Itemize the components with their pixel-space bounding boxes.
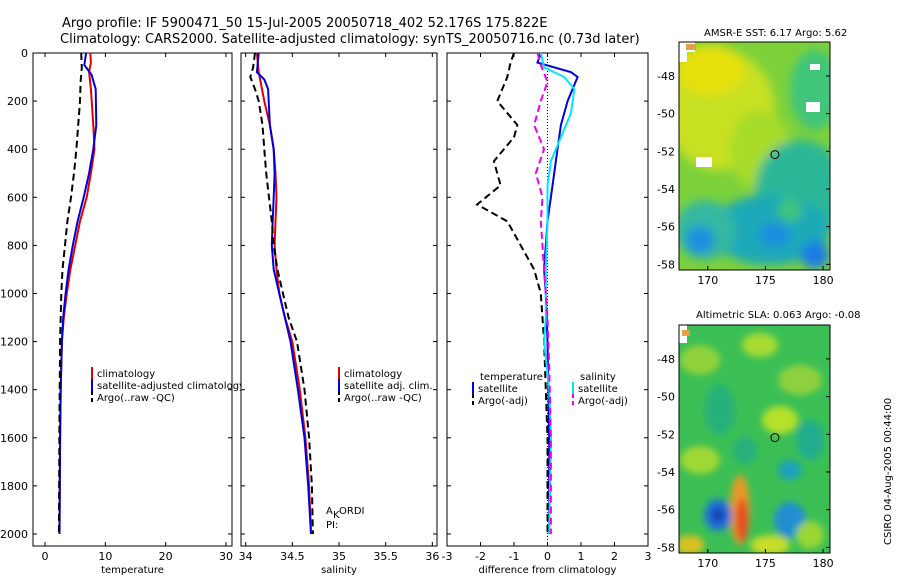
sst-xtick-label: 175 xyxy=(755,274,776,287)
sla-frame xyxy=(678,324,831,554)
legend-temp-satellite-label: satellite xyxy=(478,384,518,395)
difference-series-salinity-satellite xyxy=(539,52,576,535)
salinity-series-argo-raw-qc- xyxy=(249,52,314,535)
temperature-xtick-label: 30 xyxy=(219,550,233,563)
temperature-xtick-label: 0 xyxy=(42,550,49,563)
depth-tick-label: 600 xyxy=(7,191,28,204)
legend-sal-argo-label: Argo(-adj) xyxy=(578,396,628,407)
temperature-legend-1-label: satellite-adjusted climatology xyxy=(97,381,245,392)
sla-argo-marker xyxy=(770,433,780,443)
depth-tick-label: 2000 xyxy=(0,528,28,541)
sla-field xyxy=(679,325,830,553)
salinity-xtick-label: 35.5 xyxy=(373,550,398,563)
sst-frame xyxy=(678,41,831,271)
temperature-xtick-label: 20 xyxy=(159,550,173,563)
depth-tick-label: 400 xyxy=(7,143,28,156)
sst-map: AMSR-E SST: 6.17 Argo: 5.62 xyxy=(657,28,847,287)
sla-xtick-label: 180 xyxy=(813,557,834,570)
legend-temperature-title: temperature xyxy=(480,372,543,383)
sst-xtick-label: 180 xyxy=(813,274,834,287)
difference-xtick-label: 3 xyxy=(645,550,652,563)
sla-ytick-label: -54 xyxy=(657,466,675,479)
header-line2: Climatology: CARS2000. Satellite-adjuste… xyxy=(60,32,640,47)
sst-ytick-label: -58 xyxy=(657,258,675,271)
difference-xtick-label: -3 xyxy=(442,550,453,563)
sla-title: Altimetric SLA: 0.063 Argo: -0.08 xyxy=(696,310,861,321)
sst-title: AMSR-E SST: 6.17 Argo: 5.62 xyxy=(704,28,847,39)
difference-xtick-label: 2 xyxy=(611,550,618,563)
temperature-legend-0-label: climatology xyxy=(97,369,155,380)
footer-stamp: CSIRO 04-Aug-2005 00:44:00 xyxy=(883,398,894,545)
sst-xtick-label: 170 xyxy=(697,274,718,287)
salinity-legend-2-label: Argo(..raw -QC) xyxy=(344,393,422,404)
difference-series-salinity-argo-adj- xyxy=(533,52,552,534)
annotation-ordi: ORDI xyxy=(339,506,364,517)
depth-tick-label: 800 xyxy=(7,239,28,252)
difference-xtick-label: -1 xyxy=(509,550,520,563)
sla-map: Altimetric SLA: 0.063 Argo: -0.08 xyxy=(657,310,861,570)
salinity-xtick-label: 36 xyxy=(425,550,439,563)
temperature-legend-2-label: Argo(..raw -QC) xyxy=(97,393,175,404)
annotation-k: K xyxy=(333,510,340,521)
annotation-pi: PI: xyxy=(326,520,338,531)
sst-field xyxy=(679,42,830,270)
sla-xtick-label: 175 xyxy=(755,557,776,570)
sla-ytick-label: -52 xyxy=(657,428,675,441)
depth-tick-label: 0 xyxy=(21,47,28,60)
salinity-xlabel: salinity xyxy=(321,565,357,576)
sla-xtick-label: 170 xyxy=(697,557,718,570)
salinity-frame xyxy=(240,52,438,547)
salinity-series-satellite-adj-clim- xyxy=(255,52,312,535)
depth-tick-label: 1000 xyxy=(0,287,28,300)
legend-temp-argo-label: Argo(-adj) xyxy=(478,396,528,407)
sst-ytick-label: -54 xyxy=(657,183,675,196)
legend-sal-satellite-label: satellite xyxy=(578,384,618,395)
salinity-legend-1-label: satellite adj. clim. xyxy=(344,381,433,392)
difference-xtick-label: 0 xyxy=(544,550,551,563)
annotation-a: A xyxy=(326,506,333,517)
temperature-xlabel: temperature xyxy=(101,565,164,576)
depth-tick-label: 200 xyxy=(7,95,28,108)
depth-tick-label: 1600 xyxy=(0,432,28,445)
header-line1: Argo profile: IF 5900471_50 15-Jul-2005 … xyxy=(62,16,547,31)
temperature-xtick-label: 10 xyxy=(98,550,112,563)
temperature-frame xyxy=(32,52,233,547)
difference-xlabel: difference from climatology xyxy=(479,565,617,576)
depth-tick-label: 1200 xyxy=(0,336,28,349)
difference-series-temperature-argo-adj- xyxy=(475,52,549,534)
salinity-xtick-label: 35 xyxy=(332,550,346,563)
temperature-series-argo-raw-qc- xyxy=(57,52,83,535)
sst-ytick-label: -56 xyxy=(657,221,675,234)
depth-tick-label: 1800 xyxy=(0,480,28,493)
salinity-xtick-label: 34.5 xyxy=(280,550,305,563)
sla-ytick-label: -50 xyxy=(657,391,675,404)
plot-temperature: 0 10 20 30 0 200 400 600 800 1000 1200 1400 1600 1800… xyxy=(0,47,245,576)
difference-xtick-label: -2 xyxy=(475,550,486,563)
plot-difference: -3 -2 -1 0 1 2 3 difference from climatology tem… xyxy=(442,52,652,576)
difference-xtick-label: 1 xyxy=(578,550,585,563)
plot-salinity: 34 34.5 35 35.5 36 salinity climatologysatelli… xyxy=(239,52,439,576)
temperature-series-satellite-adjusted-climatology xyxy=(58,52,98,535)
salinity-xtick-label: 34 xyxy=(239,550,253,563)
depth-tick-label: 1400 xyxy=(0,384,28,397)
sst-ytick-label: -50 xyxy=(657,108,675,121)
legend-salinity-title: salinity xyxy=(580,372,616,383)
sst-ytick-label: -48 xyxy=(657,70,675,83)
salinity-series-climatology xyxy=(255,52,312,535)
sst-ytick-label: -52 xyxy=(657,145,675,158)
sla-ytick-label: -56 xyxy=(657,504,675,517)
salinity-legend-0-label: climatology xyxy=(344,369,402,380)
sst-argo-marker xyxy=(770,150,780,160)
sla-ytick-label: -58 xyxy=(657,541,675,554)
sla-ytick-label: -48 xyxy=(657,353,675,366)
